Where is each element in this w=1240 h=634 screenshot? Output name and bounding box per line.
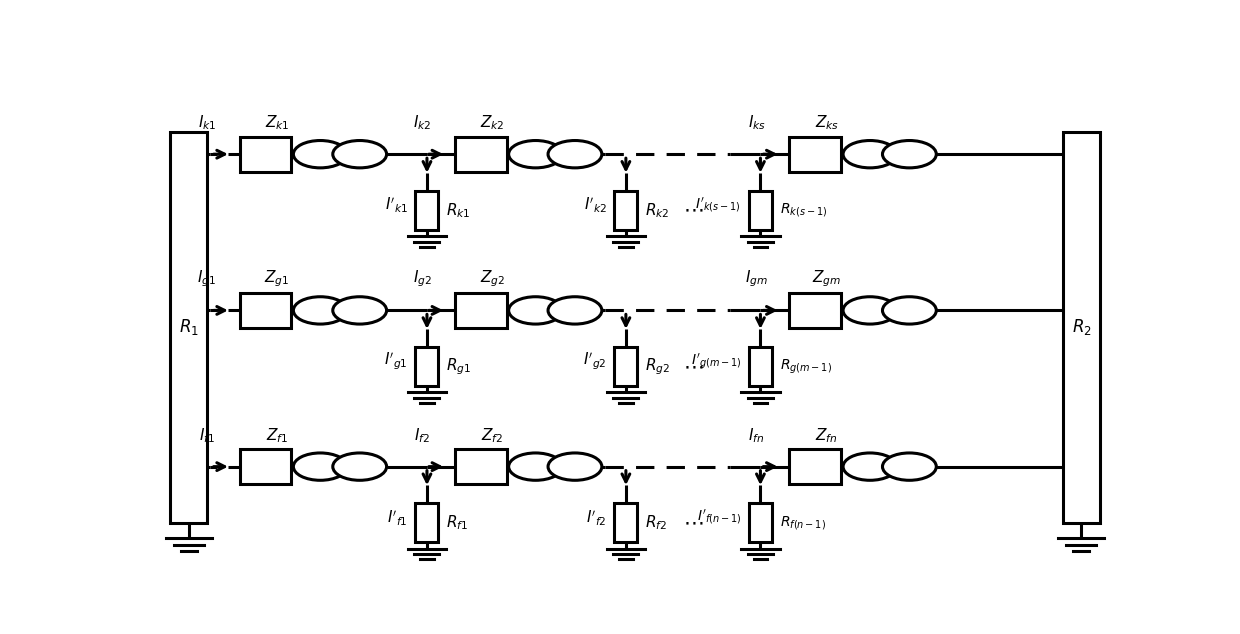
- Text: $Z_{f2}$: $Z_{f2}$: [481, 426, 503, 444]
- Text: $I_{f2}$: $I_{f2}$: [414, 426, 430, 444]
- Text: $Z_{g1}$: $Z_{g1}$: [264, 269, 290, 290]
- Circle shape: [548, 453, 601, 481]
- Bar: [170, 132, 207, 523]
- Bar: [614, 191, 637, 230]
- Text: $I'_{g2}$: $I'_{g2}$: [583, 351, 606, 372]
- Circle shape: [843, 453, 897, 481]
- Text: $R_2$: $R_2$: [1071, 318, 1091, 337]
- Text: $R_{k(s-1)}$: $R_{k(s-1)}$: [780, 202, 827, 219]
- Circle shape: [548, 141, 601, 168]
- Text: $Z_{k1}$: $Z_{k1}$: [264, 113, 289, 133]
- Text: $I_{k2}$: $I_{k2}$: [413, 113, 432, 133]
- Circle shape: [883, 141, 936, 168]
- Circle shape: [332, 297, 387, 324]
- Circle shape: [883, 453, 936, 481]
- Text: $I_{fn}$: $I_{fn}$: [749, 426, 765, 444]
- Bar: [749, 503, 773, 542]
- Circle shape: [843, 141, 897, 168]
- Circle shape: [332, 141, 387, 168]
- Text: $R_{g2}$: $R_{g2}$: [645, 356, 670, 377]
- Bar: [749, 191, 773, 230]
- Bar: [455, 293, 507, 328]
- Text: $I'_{g1}$: $I'_{g1}$: [384, 351, 408, 372]
- Bar: [455, 449, 507, 484]
- Bar: [749, 347, 773, 386]
- Circle shape: [294, 297, 347, 324]
- Bar: [789, 449, 841, 484]
- Circle shape: [508, 297, 563, 324]
- Circle shape: [294, 453, 347, 481]
- Circle shape: [508, 141, 563, 168]
- Text: $R_{g1}$: $R_{g1}$: [446, 356, 471, 377]
- Text: $Z_{gm}$: $Z_{gm}$: [812, 269, 841, 290]
- Circle shape: [294, 141, 347, 168]
- Bar: [455, 136, 507, 172]
- Text: $R_{g(m-1)}$: $R_{g(m-1)}$: [780, 358, 832, 376]
- Text: $\cdots$: $\cdots$: [683, 201, 703, 220]
- Text: $R_{f1}$: $R_{f1}$: [446, 514, 469, 532]
- Text: $I'_{k1}$: $I'_{k1}$: [384, 196, 408, 215]
- Text: $R_{f2}$: $R_{f2}$: [645, 514, 667, 532]
- Bar: [789, 136, 841, 172]
- Text: $\cdots$: $\cdots$: [683, 514, 703, 533]
- Text: $R_{f(n-1)}$: $R_{f(n-1)}$: [780, 514, 826, 532]
- Text: $I'_{k(s-1)}$: $I'_{k(s-1)}$: [696, 196, 742, 215]
- Text: $Z_{g2}$: $Z_{g2}$: [480, 269, 505, 290]
- Text: $I_{k1}$: $I_{k1}$: [197, 113, 216, 133]
- Text: $I'_{f(n-1)}$: $I'_{f(n-1)}$: [697, 508, 742, 527]
- Text: $\cdots$: $\cdots$: [683, 357, 703, 376]
- Text: $Z_{ks}$: $Z_{ks}$: [815, 113, 839, 133]
- Text: $I'_{g(m-1)}$: $I'_{g(m-1)}$: [691, 352, 742, 372]
- Text: $Z_{f1}$: $Z_{f1}$: [265, 426, 288, 444]
- Circle shape: [843, 297, 897, 324]
- Text: $I'_{f2}$: $I'_{f2}$: [587, 508, 606, 527]
- Bar: [614, 503, 637, 542]
- Text: $I_{ks}$: $I_{ks}$: [748, 113, 765, 133]
- Circle shape: [883, 297, 936, 324]
- Circle shape: [508, 453, 563, 481]
- Bar: [415, 347, 439, 386]
- Bar: [239, 449, 291, 484]
- Text: $R_1$: $R_1$: [179, 318, 198, 337]
- Bar: [789, 293, 841, 328]
- Text: $I'_{k2}$: $I'_{k2}$: [584, 196, 606, 215]
- Bar: [239, 293, 291, 328]
- Text: $Z_{fn}$: $Z_{fn}$: [816, 426, 838, 444]
- Bar: [239, 136, 291, 172]
- Text: $I_{f1}$: $I_{f1}$: [198, 426, 215, 444]
- Text: $I_{g2}$: $I_{g2}$: [413, 269, 432, 290]
- Bar: [415, 191, 439, 230]
- Bar: [1063, 132, 1100, 523]
- Text: $I_{g1}$: $I_{g1}$: [197, 269, 217, 290]
- Bar: [614, 347, 637, 386]
- Text: $I'_{f1}$: $I'_{f1}$: [387, 508, 408, 527]
- Text: $R_{k1}$: $R_{k1}$: [446, 201, 471, 219]
- Text: $I_{gm}$: $I_{gm}$: [745, 269, 768, 290]
- Bar: [415, 503, 439, 542]
- Circle shape: [332, 453, 387, 481]
- Text: $Z_{k2}$: $Z_{k2}$: [480, 113, 505, 133]
- Circle shape: [548, 297, 601, 324]
- Text: $R_{k2}$: $R_{k2}$: [645, 201, 670, 219]
